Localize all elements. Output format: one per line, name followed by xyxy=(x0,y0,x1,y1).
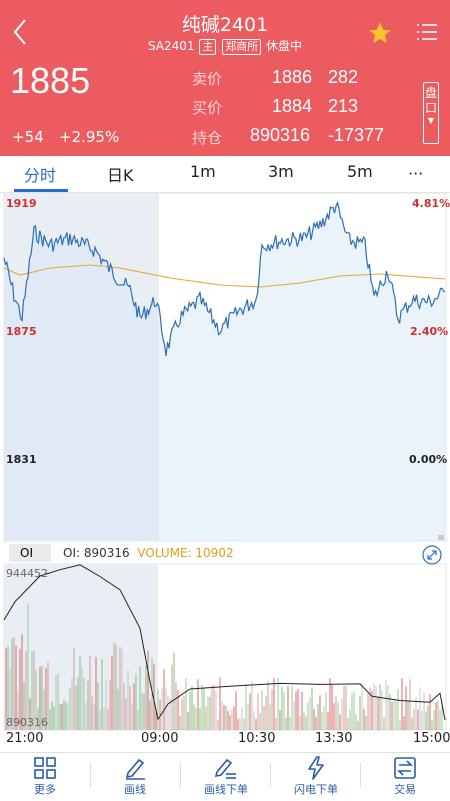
favorite-star-icon[interactable] xyxy=(366,20,394,46)
tab-1m[interactable]: 1m xyxy=(190,162,216,181)
order-book-label: 盘口 xyxy=(425,86,438,115)
average-price-line xyxy=(3,264,446,288)
nav-more[interactable]: 更多 xyxy=(22,753,68,801)
nav-divider xyxy=(270,763,271,787)
ask-price: 1886 xyxy=(272,67,313,87)
order-book-toggle[interactable]: 盘口 ▼ xyxy=(423,82,439,144)
time-label-0900: 09:00 xyxy=(141,731,179,746)
menu-list-icon[interactable] xyxy=(415,20,439,44)
price-area-fill xyxy=(4,202,445,541)
nav-more-label: 更多 xyxy=(34,783,56,796)
time-label-1330: 13:30 xyxy=(315,731,353,746)
expand-chart-icon[interactable] xyxy=(422,545,442,565)
nav-flash-order[interactable]: 闪电下单 xyxy=(286,753,346,801)
pct-axis-low: 0.00% xyxy=(409,453,448,466)
back-arrow-icon[interactable] xyxy=(8,14,34,50)
active-tab-indicator xyxy=(14,189,68,192)
grid-icon xyxy=(34,757,56,779)
nav-divider xyxy=(90,763,91,787)
open-interest-label: 持仓 xyxy=(192,129,223,147)
pencil-order-icon xyxy=(214,758,236,779)
lightning-icon xyxy=(308,756,324,780)
price-line xyxy=(3,200,446,356)
intraday-chart[interactable] xyxy=(0,192,450,738)
oi-axis-max: 944452 xyxy=(6,567,48,580)
pct-axis-mid: 2.40% xyxy=(410,325,449,338)
time-label-2100: 21:00 xyxy=(6,731,44,746)
bid-label: 买价 xyxy=(192,99,223,117)
price-change-percent: +2.95% xyxy=(59,128,120,146)
tab-intraday[interactable]: 分时 xyxy=(24,166,57,185)
corner-marker xyxy=(438,535,444,540)
price-axis-high: 1919 xyxy=(6,197,37,210)
nav-trade[interactable]: 交易 xyxy=(382,753,428,801)
open-interest-line xyxy=(3,564,446,721)
nav-divider xyxy=(180,763,181,787)
quote-header: 纯碱2401 SA2401 主 郑商所 休盘中 1885 +54 +2.95% … xyxy=(0,0,450,156)
tab-more[interactable]: ··· xyxy=(408,164,424,183)
tab-5m[interactable]: 5m xyxy=(347,162,373,181)
caret-down-icon: ▼ xyxy=(427,116,435,125)
last-price: 1885 xyxy=(10,60,91,101)
price-axis-low: 1831 xyxy=(6,453,37,466)
time-label-1030: 10:30 xyxy=(238,731,276,746)
nav-trade-label: 交易 xyxy=(394,783,416,796)
bid-price: 1884 xyxy=(272,96,313,116)
nav-draw-order[interactable]: 画线下单 xyxy=(196,753,256,801)
volume-value: VOLUME: 10902 xyxy=(137,546,234,560)
tab-daily-k[interactable]: 日K xyxy=(107,166,134,185)
nav-draw-line-label: 画线 xyxy=(124,783,146,796)
oi-value: OI: 890316 xyxy=(63,546,130,560)
exchange-tag: 郑商所 xyxy=(222,39,262,55)
open-interest-value: 890316 xyxy=(250,125,311,145)
pct-axis-high: 4.81% xyxy=(412,197,450,210)
bottom-toolbar: 更多 画线 画线下单 闪电下单 交易 xyxy=(0,752,450,801)
contract-title: 纯碱2401 xyxy=(181,14,269,36)
open-interest-change: -17377 xyxy=(328,125,385,145)
nav-draw-order-label: 画线下单 xyxy=(204,783,248,796)
contract-subtitle: SA2401 主 郑商所 休盘中 xyxy=(0,37,450,55)
bid-volume: 213 xyxy=(328,96,359,116)
nav-divider xyxy=(360,763,361,787)
nav-draw-line[interactable]: 画线 xyxy=(112,753,158,801)
market-status: 休盘中 xyxy=(266,39,303,53)
time-label-1500: 15:00 xyxy=(413,731,450,746)
price-axis-mid: 1875 xyxy=(6,325,37,338)
nav-flash-order-label: 闪电下单 xyxy=(294,783,338,796)
indicator-label: OI xyxy=(20,546,33,560)
expand-arrows-icon xyxy=(427,550,437,560)
exchange-icon xyxy=(394,757,416,779)
pencil-icon xyxy=(125,758,145,780)
main-contract-tag: 主 xyxy=(199,39,217,55)
indicator-selector[interactable]: OI xyxy=(9,544,51,562)
oi-axis-min: 890316 xyxy=(6,716,48,729)
oi-info: OI: 890316 VOLUME: 10902 xyxy=(63,546,234,560)
tab-3m[interactable]: 3m xyxy=(268,162,294,181)
ask-volume: 282 xyxy=(328,67,359,87)
price-change: +54 xyxy=(12,128,44,146)
contract-code: SA2401 xyxy=(147,39,195,53)
period-tabs: 分时 日K 1m 3m 5m ··· xyxy=(0,156,450,193)
ask-label: 卖价 xyxy=(192,70,223,88)
